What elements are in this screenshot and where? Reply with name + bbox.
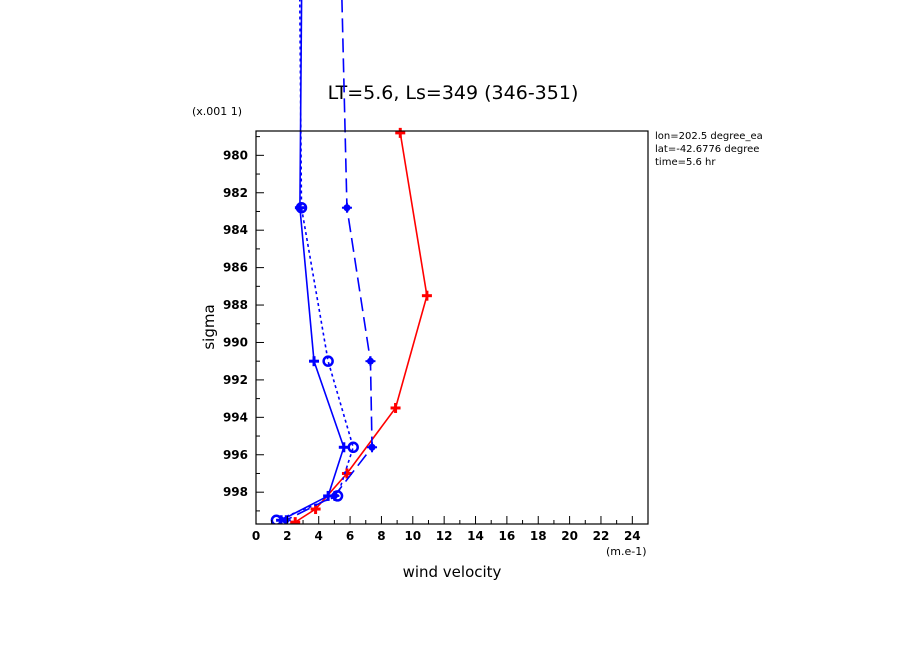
series-line	[294, 132, 428, 523]
data-point-marker	[395, 127, 406, 138]
plot-frame	[255, 130, 649, 525]
y-tick-label: 980	[223, 148, 248, 162]
x-tick-label: 16	[499, 529, 516, 543]
x-tick-label: 2	[283, 529, 291, 543]
data-point-marker	[347, 441, 359, 454]
info-block: lon=202.5 degree_ea lat=-42.6776 degree …	[655, 131, 763, 168]
y-axis: 980 982 984 986 988 990 992 994 996 998	[223, 136, 264, 512]
y-tick-label: 994	[223, 410, 248, 424]
series-layer	[270, 0, 432, 524]
x-tick-label: 8	[377, 529, 385, 543]
x-tick-label: 22	[593, 529, 610, 543]
x-tick-label: 20	[561, 529, 578, 543]
info-lon: lon=202.5 degree_ea	[655, 131, 763, 142]
y-scale-label: (x.001 1)	[192, 105, 242, 118]
data-point-marker	[309, 356, 320, 367]
data-point-marker	[367, 442, 378, 453]
x-tick-label: 0	[252, 529, 260, 543]
x-tick-label: 24	[624, 529, 641, 543]
data-point-marker	[341, 468, 352, 479]
y-tick-label: 984	[223, 223, 248, 237]
series-line	[280, 0, 345, 521]
data-point-marker	[390, 402, 401, 413]
data-point-marker	[421, 290, 432, 301]
data-point-marker	[341, 202, 352, 213]
chart-title: LT=5.6, Ls=349 (346-351)	[328, 82, 579, 104]
x-tick-label: 14	[467, 529, 484, 543]
x-units-label: (m.e-1)	[606, 545, 647, 558]
x-tick-label: 4	[315, 529, 323, 543]
x-axis: 0 2 4 6 8 10 12 14 16 18 20 22 24	[252, 516, 641, 543]
y-tick-label: 992	[223, 373, 248, 387]
series-2	[276, 0, 349, 524]
x-axis-title: wind velocity	[403, 563, 502, 581]
data-point-marker	[365, 356, 376, 367]
data-point-marker	[295, 201, 308, 214]
data-point-marker	[338, 442, 349, 453]
y-tick-label: 998	[223, 485, 248, 499]
data-point-marker	[290, 517, 301, 524]
y-tick-label: 986	[223, 261, 248, 275]
x-tick-label: 18	[530, 529, 547, 543]
y-tick-label: 990	[223, 335, 248, 349]
x-tick-label: 6	[346, 529, 354, 543]
info-time: time=5.6 hr	[655, 157, 716, 168]
data-point-marker	[329, 490, 340, 501]
y-tick-label: 988	[223, 298, 248, 312]
data-point-marker	[322, 355, 334, 367]
series-4	[280, 0, 378, 524]
y-tick-label: 982	[223, 186, 248, 200]
y-axis-title: sigma	[200, 304, 218, 349]
series-line	[285, 0, 373, 521]
info-lat: lat=-42.6776 degree	[655, 144, 759, 155]
y-tick-label: 996	[223, 448, 248, 462]
x-tick-label: 12	[436, 529, 453, 543]
x-tick-label: 10	[404, 529, 421, 543]
